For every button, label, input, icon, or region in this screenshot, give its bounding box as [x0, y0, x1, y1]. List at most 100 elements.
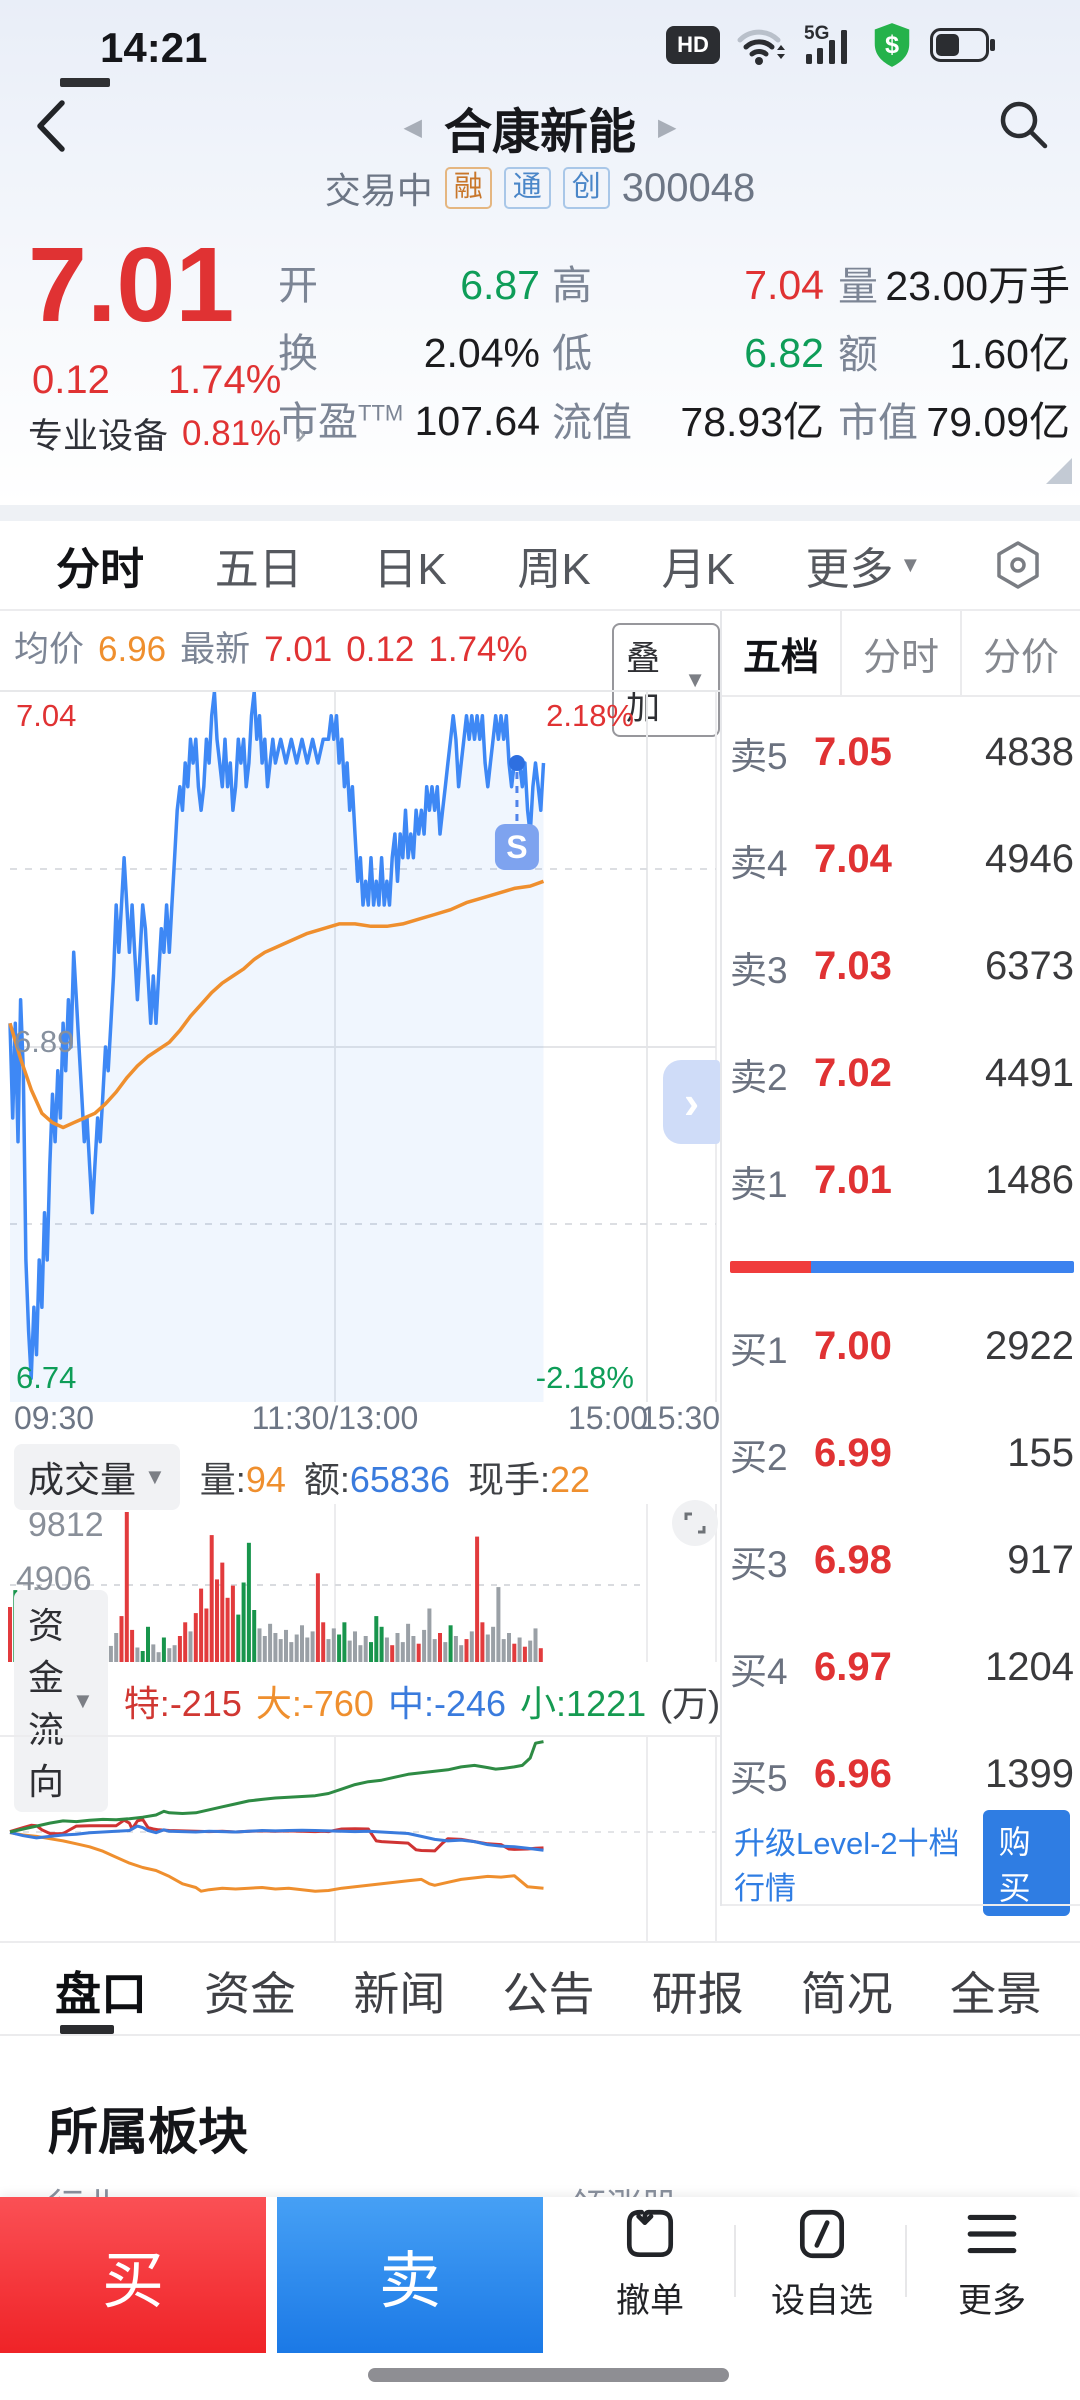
- tab-more[interactable]: 更多 ▼: [805, 545, 922, 594]
- section-title: 所属板块: [48, 2104, 248, 2160]
- signal-5g-icon: 5G: [804, 24, 847, 64]
- axis-high-pct: 2.18%: [546, 698, 634, 733]
- chevron-down-icon: ▼: [144, 1464, 166, 1489]
- stat-open: 6.87: [460, 262, 540, 308]
- buy-row[interactable]: 买4 6.97 1204: [730, 1645, 1074, 1692]
- fund-flow-chart[interactable]: [0, 1735, 720, 1942]
- trading-status: 交易中: [324, 170, 433, 211]
- chart-header: 均价 6.96 最新 7.01 0.12 1.74%: [14, 621, 528, 672]
- overlay-button[interactable]: 叠加 ▼: [612, 623, 720, 737]
- tab-news[interactable]: 新闻: [353, 1968, 446, 2020]
- tab-price-dist[interactable]: 分价: [982, 636, 1059, 679]
- active-tab-underline: [60, 78, 110, 87]
- order-book-panel: 五档 分时 分价 卖5 7.05 4838 卖4 7.04 4946 卖3 7.03 637…: [720, 611, 1080, 1916]
- stat-label: 量: [838, 265, 878, 309]
- chg-pct-value: 1.74%: [428, 630, 528, 669]
- last-value: 7.01: [264, 630, 333, 669]
- stat-label: 市盈TTM: [278, 400, 404, 444]
- tab-order-book[interactable]: 盘口: [55, 1968, 147, 2020]
- tab-profile[interactable]: 简况: [800, 1968, 893, 2020]
- active-detail-tab-underline: [60, 2025, 114, 2034]
- tab-daily-k[interactable]: 日K: [373, 545, 447, 594]
- stat-label: 高: [552, 264, 592, 308]
- next-stock-icon[interactable]: ▶: [658, 113, 677, 141]
- flow-medium-label: 中:: [387, 1683, 434, 1724]
- divider: [905, 2225, 907, 2297]
- buy-row[interactable]: 买2 6.99 155: [730, 1431, 1074, 1478]
- time-midday: 11:30/13:00: [251, 1400, 419, 1436]
- sell-button[interactable]: 卖: [277, 2197, 543, 2353]
- stat-float-cap: 78.93亿: [680, 399, 824, 445]
- axis-mid: 6.89: [14, 1024, 75, 1059]
- vol-value: 94: [245, 1459, 286, 1500]
- hd-icon: HD: [666, 26, 720, 64]
- tab-monthly-k[interactable]: 月K: [661, 545, 735, 594]
- chinext-badge: 创: [562, 167, 610, 209]
- sell-row[interactable]: 卖4 7.04 4946: [730, 837, 1074, 884]
- flow-large-value: -760: [301, 1683, 374, 1724]
- sell-row[interactable]: 卖1 7.01 1486: [730, 1158, 1074, 1205]
- flow-medium-value: -246: [433, 1683, 507, 1724]
- industry-pct: 0.81%: [182, 413, 282, 453]
- tab-overview[interactable]: 全景: [949, 1968, 1042, 2020]
- search-icon[interactable]: [995, 96, 1051, 152]
- chevron-down-icon: ▼: [899, 552, 922, 577]
- wifi-icon: [737, 29, 785, 65]
- volume-indicator-selector[interactable]: 成交量 ▼: [14, 1444, 180, 1510]
- volume-chart[interactable]: 9812 4906: [0, 1504, 720, 1662]
- chart-panel: 均价 6.96 最新 7.01 0.12 1.74% 叠加 ▼ S 7.04 2.…: [0, 611, 720, 1942]
- tab-five-levels[interactable]: 五档: [722, 611, 842, 695]
- navigation-bar: ◀ 合康新能 ▶ 交易中 融 通 创 300048: [0, 90, 1080, 230]
- chevron-down-icon: ▼: [72, 1688, 94, 1713]
- tab-5day[interactable]: 五日: [214, 545, 303, 594]
- tab-tick[interactable]: 分时: [842, 611, 962, 695]
- back-icon[interactable]: [32, 98, 68, 154]
- fund-flow-header: 资金流向 ▼ 特:-215 大:-760 中:-246 小:1221 (万): [0, 1590, 720, 1812]
- volume-header: 成交量 ▼ 量:94 额:65836 现手:22: [0, 1444, 720, 1510]
- flow-small-label: 小:: [520, 1683, 567, 1724]
- tab-research[interactable]: 研报: [651, 1968, 744, 2020]
- cur-label: 现手:: [467, 1459, 550, 1500]
- tab-announcements[interactable]: 公告: [502, 1968, 595, 2020]
- cancel-order-button[interactable]: 撤单: [580, 2205, 720, 2322]
- more-actions-button[interactable]: 更多: [922, 2205, 1062, 2322]
- svg-text:5G: 5G: [804, 24, 829, 44]
- battery-icon: [930, 28, 995, 62]
- add-watchlist-button[interactable]: 设自选: [752, 2205, 892, 2322]
- flow-indicator-selector[interactable]: 资金流向 ▼: [14, 1590, 108, 1812]
- buy-row[interactable]: 买1 7.00 2922: [730, 1324, 1074, 1371]
- stat-volume: 23.00万手: [885, 263, 1070, 309]
- level2-upsell-link[interactable]: 升级Level-2十档行情: [734, 1826, 960, 1906]
- security-shield-icon: $: [874, 23, 910, 67]
- period-tab-bar: 分时 五日 日K 周K 月K 更多 ▼: [0, 521, 1080, 611]
- buy-row[interactable]: 买5 6.96 1399: [730, 1752, 1074, 1799]
- axis-low-pct: -2.18%: [535, 1360, 634, 1395]
- sell-row[interactable]: 卖3 7.03 6373: [730, 944, 1074, 991]
- industry-link[interactable]: 专业设备 0.81% ›: [28, 408, 307, 459]
- tab-weekly-k[interactable]: 周K: [517, 545, 591, 594]
- fullscreen-icon[interactable]: [672, 1500, 718, 1546]
- buy-button[interactable]: 买: [0, 2197, 266, 2353]
- tab-minute[interactable]: 分时: [56, 545, 144, 594]
- stat-label: 额: [838, 333, 878, 377]
- sell-row[interactable]: 卖5 7.05 4838: [730, 730, 1074, 777]
- home-indicator[interactable]: [368, 2368, 729, 2382]
- amt-label: 额:: [303, 1459, 350, 1500]
- buy-sell-strength-bar: [730, 1261, 1074, 1273]
- buy-row[interactable]: 买3 6.98 917: [730, 1538, 1074, 1585]
- expand-quote-icon[interactable]: [1046, 458, 1072, 484]
- quote-stats-grid: 开 6.87 高 7.04 量 23.00万手 换 2.04% 低 6.82 额 1.60亿…: [278, 248, 1070, 452]
- buy-strength: [730, 1261, 811, 1273]
- level2-buy-button[interactable]: 购买: [982, 1810, 1070, 1916]
- chart-settings-icon[interactable]: [992, 539, 1044, 591]
- sell-row[interactable]: 卖2 7.02 4491: [730, 1051, 1074, 1098]
- vol-label: 量:: [199, 1459, 246, 1500]
- chg-value: 0.12: [346, 630, 415, 669]
- flow-large-label: 大:: [255, 1683, 302, 1724]
- industry-name: 专业设备: [28, 417, 169, 456]
- prev-stock-icon[interactable]: ◀: [403, 113, 422, 141]
- intraday-chart[interactable]: S 7.04 2.18% 6.89 6.74 -2.18%: [0, 690, 720, 1402]
- chart-next-page-button[interactable]: ›: [663, 1060, 720, 1144]
- tab-funds[interactable]: 资金: [204, 1968, 297, 2020]
